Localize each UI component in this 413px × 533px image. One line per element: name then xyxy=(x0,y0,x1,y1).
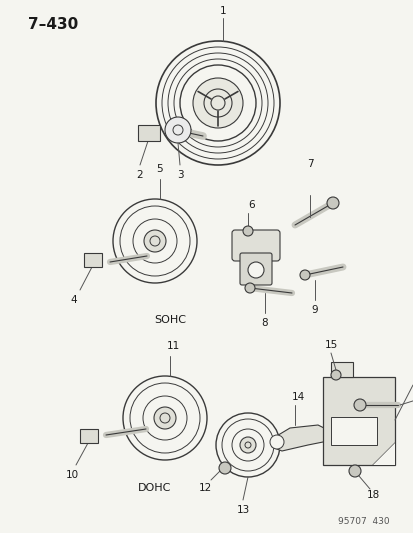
Circle shape xyxy=(113,199,197,283)
Text: 2: 2 xyxy=(136,170,143,180)
Circle shape xyxy=(348,465,360,477)
Text: 9: 9 xyxy=(311,305,318,315)
Text: 10: 10 xyxy=(65,470,78,480)
FancyBboxPatch shape xyxy=(231,230,279,261)
Text: 3: 3 xyxy=(176,170,183,180)
Circle shape xyxy=(156,41,279,165)
Polygon shape xyxy=(372,443,394,465)
Text: 7–430: 7–430 xyxy=(28,17,78,32)
Text: 95707  430: 95707 430 xyxy=(337,516,389,526)
Circle shape xyxy=(247,262,263,278)
Text: 13: 13 xyxy=(236,505,249,515)
Circle shape xyxy=(123,376,206,460)
Text: 4: 4 xyxy=(71,295,77,305)
FancyBboxPatch shape xyxy=(138,125,159,141)
Circle shape xyxy=(330,370,340,380)
FancyBboxPatch shape xyxy=(80,429,98,443)
Text: SOHC: SOHC xyxy=(154,315,185,325)
Text: 1: 1 xyxy=(219,6,226,16)
FancyBboxPatch shape xyxy=(330,417,376,445)
Text: 18: 18 xyxy=(366,490,379,500)
FancyBboxPatch shape xyxy=(240,253,271,285)
Text: 17: 17 xyxy=(412,380,413,390)
Text: 15: 15 xyxy=(324,340,337,350)
Polygon shape xyxy=(330,362,352,377)
Circle shape xyxy=(218,462,230,474)
Circle shape xyxy=(299,270,309,280)
Circle shape xyxy=(242,226,252,236)
Circle shape xyxy=(326,197,338,209)
Text: 7: 7 xyxy=(306,159,313,169)
Circle shape xyxy=(154,407,176,429)
Circle shape xyxy=(165,117,190,143)
FancyBboxPatch shape xyxy=(84,253,102,267)
Circle shape xyxy=(244,283,254,293)
Text: 12: 12 xyxy=(198,483,211,493)
Text: 8: 8 xyxy=(261,318,268,328)
Circle shape xyxy=(240,437,255,453)
Circle shape xyxy=(353,399,365,411)
Polygon shape xyxy=(271,425,329,451)
Circle shape xyxy=(192,78,242,128)
Circle shape xyxy=(216,413,279,477)
Text: 11: 11 xyxy=(166,341,179,351)
Circle shape xyxy=(269,435,283,449)
FancyBboxPatch shape xyxy=(322,377,394,465)
Text: 5: 5 xyxy=(156,164,163,174)
Text: DOHC: DOHC xyxy=(138,483,171,493)
Circle shape xyxy=(144,230,166,252)
Text: 14: 14 xyxy=(291,392,304,402)
Text: 6: 6 xyxy=(248,200,255,210)
